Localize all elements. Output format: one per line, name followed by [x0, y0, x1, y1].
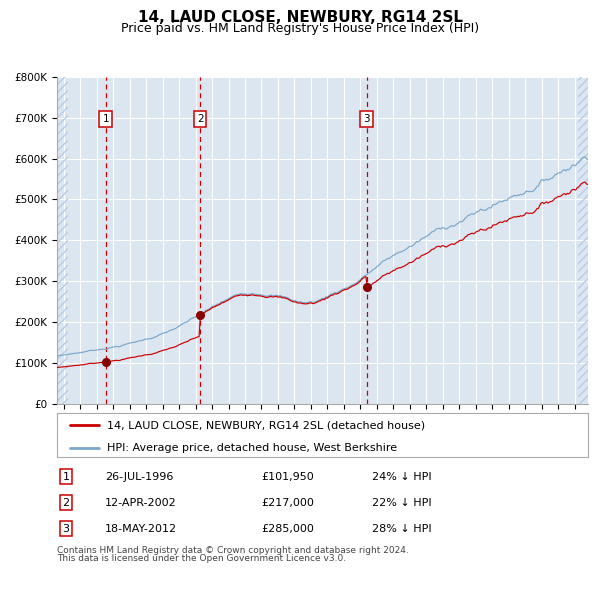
Text: 1: 1 — [103, 114, 109, 124]
Text: 1: 1 — [62, 472, 70, 481]
Text: 2: 2 — [197, 114, 203, 124]
Text: 14, LAUD CLOSE, NEWBURY, RG14 2SL (detached house): 14, LAUD CLOSE, NEWBURY, RG14 2SL (detac… — [107, 421, 425, 430]
Text: 3: 3 — [364, 114, 370, 124]
Text: HPI: Average price, detached house, West Berkshire: HPI: Average price, detached house, West… — [107, 442, 398, 453]
Text: 26-JUL-1996: 26-JUL-1996 — [105, 472, 173, 481]
Text: Contains HM Land Registry data © Crown copyright and database right 2024.: Contains HM Land Registry data © Crown c… — [57, 546, 409, 555]
Text: 28% ↓ HPI: 28% ↓ HPI — [372, 524, 431, 533]
Text: 24% ↓ HPI: 24% ↓ HPI — [372, 472, 431, 481]
Text: £101,950: £101,950 — [261, 472, 314, 481]
Text: £217,000: £217,000 — [261, 498, 314, 507]
Text: This data is licensed under the Open Government Licence v3.0.: This data is licensed under the Open Gov… — [57, 554, 346, 563]
Text: £285,000: £285,000 — [261, 524, 314, 533]
Text: 14, LAUD CLOSE, NEWBURY, RG14 2SL: 14, LAUD CLOSE, NEWBURY, RG14 2SL — [137, 10, 463, 25]
Text: 3: 3 — [62, 524, 70, 533]
Text: 2: 2 — [62, 498, 70, 507]
Text: 22% ↓ HPI: 22% ↓ HPI — [372, 498, 431, 507]
Text: 18-MAY-2012: 18-MAY-2012 — [105, 524, 177, 533]
Text: 12-APR-2002: 12-APR-2002 — [105, 498, 177, 507]
Text: Price paid vs. HM Land Registry's House Price Index (HPI): Price paid vs. HM Land Registry's House … — [121, 22, 479, 35]
